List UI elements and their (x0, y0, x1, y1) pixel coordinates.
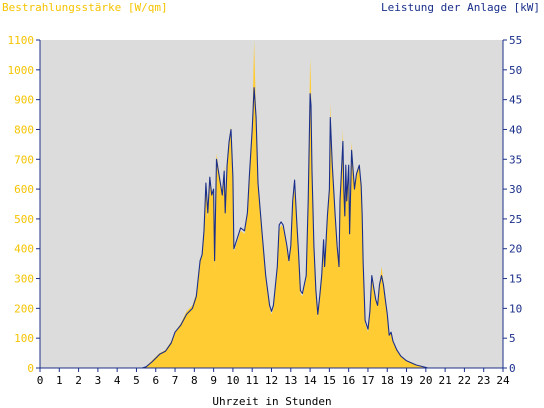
power-line (40, 87, 503, 369)
right-tick-label: 30 (509, 183, 522, 196)
left-tick-label: 1100 (8, 34, 35, 47)
right-tick-label: 20 (509, 243, 522, 256)
left-tick-label: 600 (14, 183, 34, 196)
left-tick-label: 1000 (8, 64, 35, 77)
x-tick-label: 1 (56, 374, 63, 387)
plot-area (40, 40, 503, 368)
right-tick-label: 35 (509, 153, 522, 166)
left-axis-title: Bestrahlungsstärke [W/qm] (2, 1, 168, 14)
left-tick-label: 100 (14, 332, 34, 345)
right-tick-label: 40 (509, 123, 522, 136)
x-axis-title: Uhrzeit in Stunden (212, 395, 332, 408)
x-tick-label: 8 (191, 374, 198, 387)
x-tick-label: 2 (75, 374, 82, 387)
x-tick-label: 18 (381, 374, 394, 387)
x-tick-label: 24 (496, 374, 510, 387)
right-tick-label: 55 (509, 34, 522, 47)
left-tick-label: 800 (14, 123, 34, 136)
left-tick-label: 700 (14, 153, 34, 166)
right-tick-label: 50 (509, 64, 522, 77)
right-tick-label: 10 (509, 302, 522, 315)
right-tick-label: 5 (509, 332, 516, 345)
right-tick-label: 25 (509, 213, 522, 226)
left-tick-label: 500 (14, 213, 34, 226)
x-tick-label: 20 (419, 374, 432, 387)
x-tick-label: 17 (361, 374, 374, 387)
x-tick-label: 15 (323, 374, 336, 387)
x-tick-label: 3 (95, 374, 102, 387)
right-tick-label: 0 (509, 362, 516, 375)
x-tick-label: 19 (400, 374, 413, 387)
x-tick-label: 7 (172, 374, 179, 387)
x-tick-label: 10 (226, 374, 239, 387)
left-tick-label: 0 (27, 362, 34, 375)
x-tick-label: 11 (246, 374, 259, 387)
left-tick-label: 300 (14, 273, 34, 286)
x-tick-label: 13 (284, 374, 297, 387)
x-tick-label: 23 (477, 374, 490, 387)
right-tick-label: 15 (509, 273, 522, 286)
x-tick-label: 22 (458, 374, 471, 387)
x-tick-label: 16 (342, 374, 355, 387)
x-tick-label: 12 (265, 374, 278, 387)
x-tick-label: 4 (114, 374, 121, 387)
left-tick-label: 200 (14, 302, 34, 315)
x-tick-label: 21 (439, 374, 452, 387)
x-tick-label: 9 (210, 374, 217, 387)
x-tick-label: 0 (37, 374, 44, 387)
x-tick-label: 14 (303, 374, 317, 387)
right-tick-label: 45 (509, 94, 522, 107)
x-tick-label: 5 (133, 374, 140, 387)
left-tick-label: 400 (14, 243, 34, 256)
x-tick-label: 6 (152, 374, 159, 387)
left-tick-label: 900 (14, 94, 34, 107)
right-axis-title: Leistung der Anlage [kW] (381, 1, 540, 14)
